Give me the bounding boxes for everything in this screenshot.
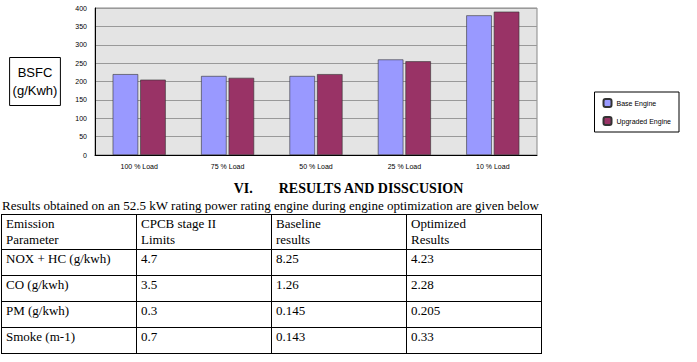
svg-text:350: 350 (75, 23, 87, 30)
html-text:Baseline results: Baseline results (276, 216, 321, 247)
html-text:4.23: 4.23 (411, 251, 434, 266)
svg-text:Base Engine: Base Engine (617, 100, 657, 108)
html-text:3.5: 3.5 (141, 277, 158, 292)
html-text:CO (g/kwh): CO (g/kwh) (6, 277, 69, 292)
html-text:2.28: 2.28 (411, 277, 434, 292)
svg-text:50: 50 (79, 133, 87, 140)
html-text:0.3: 0.3 (141, 303, 158, 318)
html-text:0.7: 0.7 (141, 329, 158, 344)
html-text:4.7: 4.7 (141, 251, 158, 266)
svg-text:100 % Load: 100 % Load (121, 163, 158, 170)
svg-text:400: 400 (75, 5, 87, 12)
html-text:PM (g/kwh): PM (g/kwh) (6, 303, 70, 318)
html-text:Results obtained on an 52.5 kW: Results obtained on an 52.5 kW rating po… (2, 198, 539, 213)
html-text:Optimized Results: Optimized Results (411, 216, 466, 247)
svg-text:150: 150 (75, 96, 87, 103)
html-text:Smoke (m-1): Smoke (m-1) (6, 329, 75, 344)
svg-text:50 % Load: 50 % Load (299, 163, 333, 170)
svg-text:(g/Kwh): (g/Kwh) (13, 83, 58, 98)
html-text:0.33: 0.33 (411, 329, 434, 344)
svg-text:0: 0 (83, 152, 87, 159)
html-text:NOX + HC (g/kwh): NOX + HC (g/kwh) (6, 251, 111, 266)
svg-text:300: 300 (75, 41, 87, 48)
html-text:0.205: 0.205 (411, 303, 441, 318)
svg-text:75 % Load: 75 % Load (211, 163, 245, 170)
svg-text:25 % Load: 25 % Load (388, 163, 422, 170)
svg-text:200: 200 (75, 78, 87, 85)
html-text:8.25: 8.25 (276, 251, 299, 266)
svg-text:10 % Load: 10 % Load (476, 163, 510, 170)
html-text:1.26: 1.26 (276, 277, 299, 292)
html-text:Emission Parameter: Emission Parameter (6, 216, 59, 247)
svg-text:BSFC: BSFC (18, 65, 53, 80)
html-text:0.145: 0.145 (276, 303, 306, 318)
svg-text:Upgraded Engine: Upgraded Engine (617, 118, 672, 126)
html-text:0.143: 0.143 (276, 329, 306, 344)
html-text:VI.: VI. (233, 181, 253, 196)
html-text:CPCB stage II Limits: CPCB stage II Limits (141, 216, 217, 247)
svg-text:100: 100 (75, 115, 87, 122)
svg-text:250: 250 (75, 60, 87, 67)
html-text:RESULTS AND DISSCUSION: RESULTS AND DISSCUSION (278, 181, 464, 196)
